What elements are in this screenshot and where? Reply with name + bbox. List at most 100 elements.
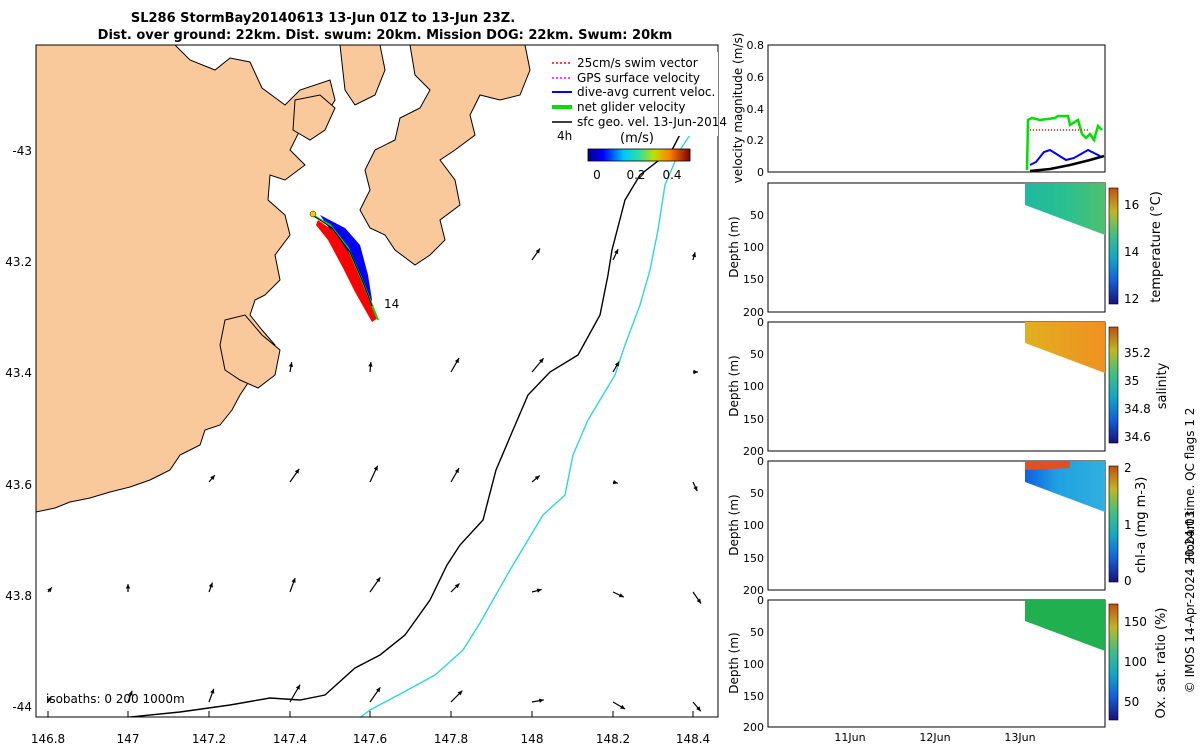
land-west bbox=[36, 45, 336, 513]
depth-tick: 50 bbox=[750, 348, 764, 361]
depth-tick: 200 bbox=[743, 721, 764, 734]
geo-vector-arrowhead bbox=[295, 684, 300, 690]
map-y-tick: 43.8 bbox=[5, 589, 32, 603]
depth-tick: 50 bbox=[750, 626, 764, 639]
isobath-1000 bbox=[359, 69, 718, 717]
geostrophic-vectors bbox=[46, 248, 702, 712]
geo-vector-arrowhead bbox=[535, 248, 540, 254]
scale-label: 4h bbox=[557, 129, 572, 143]
legend-gps-velocity: GPS surface velocity bbox=[577, 71, 700, 85]
temperature-section bbox=[1025, 183, 1105, 235]
depth-tick: 50 bbox=[750, 487, 764, 500]
map-y-tick: 43.4 bbox=[5, 366, 32, 380]
depth-tick: 0 bbox=[757, 316, 764, 329]
map-panel: 14 146.8 147 147.2 147.4 147.6 147.8 148… bbox=[5, 44, 727, 746]
velocity-y-tick: 0.8 bbox=[747, 39, 765, 52]
salinity-section bbox=[1025, 322, 1105, 373]
chla-colorbar bbox=[1108, 465, 1119, 583]
oxygen-cbar-label: Ox. sat. ratio (%) bbox=[1154, 608, 1169, 719]
oxygen-cbar-tick: 150 bbox=[1124, 615, 1147, 629]
qc-note: Hobart time. QC flags 1 2 bbox=[1183, 408, 1197, 561]
geo-vector-arrowhead bbox=[539, 358, 544, 364]
oxygen-colorbar bbox=[1108, 603, 1119, 721]
map-y-tick: 43.2 bbox=[5, 255, 32, 269]
depth-ylabel: Depth (m) bbox=[727, 355, 741, 416]
geo-vector-arrowhead bbox=[536, 588, 542, 593]
geo-vector-arrowhead bbox=[454, 358, 459, 364]
land-east-peninsula bbox=[359, 45, 531, 266]
salinity-cbar-tick: 34.8 bbox=[1124, 402, 1151, 416]
time-tick: 12Jun bbox=[919, 731, 950, 744]
geo-vector-arrowhead bbox=[294, 468, 300, 474]
map-y-tick: -44 bbox=[12, 700, 32, 714]
isobaths-label: isobaths: 0 200 1000m bbox=[46, 692, 185, 706]
depth-tick: 150 bbox=[743, 552, 764, 565]
depth-tick: 100 bbox=[743, 658, 764, 671]
geo-vector-arrowhead bbox=[612, 480, 618, 485]
oxygen-section bbox=[1025, 600, 1105, 651]
oxygen-cbar-tick: 50 bbox=[1124, 695, 1139, 709]
depth-ylabel: Depth (m) bbox=[727, 216, 741, 277]
depth-tick: 100 bbox=[743, 241, 764, 254]
geo-vector-arrowhead bbox=[376, 687, 381, 693]
chla-cbar-tick: 2 bbox=[1124, 461, 1132, 475]
depth-tick: 0 bbox=[757, 455, 764, 468]
map-legend: 25cm/s swim vector GPS surface velocity … bbox=[548, 52, 727, 136]
chla-surface-band bbox=[1025, 461, 1070, 470]
chla-panel: Depth (m) 0 50 100 150 200 2 1 0 chl-a (… bbox=[727, 455, 1149, 597]
depth-tick: 200 bbox=[743, 306, 764, 319]
geo-vector-arrowhead bbox=[46, 696, 51, 702]
land-south-peninsula bbox=[219, 314, 281, 389]
credit: © IMOS 14-Apr-2024 20:24:03 bbox=[1183, 511, 1197, 694]
legend-sfc-geo: sfc geo. vel. 13-Jun-2014 bbox=[577, 115, 727, 129]
geo-vector-arrowhead bbox=[210, 475, 215, 480]
title-line-2: Dist. over ground: 22km. Dist. swum: 20k… bbox=[98, 28, 673, 43]
depth-ylabel: Depth (m) bbox=[727, 494, 741, 555]
depth-tick: 150 bbox=[743, 690, 764, 703]
temperature-cbar-tick: 16 bbox=[1124, 198, 1139, 212]
chla-cbar-label: chl-a (mg m-3) bbox=[1134, 477, 1149, 574]
depth-tick: 100 bbox=[743, 380, 764, 393]
temperature-panel: Depth (m) 50 100 150 200 16 14 12 temper… bbox=[727, 182, 1164, 319]
geo-vector-arrowhead bbox=[614, 361, 619, 367]
temperature-colorbar bbox=[1108, 187, 1119, 305]
chla-cbar-tick: 1 bbox=[1124, 518, 1132, 532]
geo-vector-arrowhead bbox=[368, 362, 373, 367]
geo-vector-arrowhead bbox=[457, 690, 463, 696]
geo-vector-arrowhead bbox=[291, 577, 296, 583]
geo-vector-arrowhead bbox=[534, 475, 540, 481]
velocity-ylabel: velocity magnitude (m/s) bbox=[731, 33, 745, 184]
speed-colorbar bbox=[587, 148, 691, 162]
time-tick: 11Jun bbox=[834, 731, 865, 744]
salinity-cbar-label: salinity bbox=[1155, 362, 1170, 409]
map-y-tick: -43 bbox=[12, 144, 32, 158]
map-y-ticks: -43 43.2 43.4 43.6 43.8 -44 bbox=[5, 144, 32, 714]
colorbar-tick: 0 bbox=[593, 168, 601, 182]
geo-vector-arrowhead bbox=[539, 698, 544, 703]
chla-cbar-tick: 0 bbox=[1124, 574, 1132, 588]
depth-tick: 150 bbox=[743, 413, 764, 426]
map-x-tick: 146.8 bbox=[31, 732, 65, 746]
geo-vector-arrowhead bbox=[373, 465, 378, 471]
colorbar-tick: 0.2 bbox=[626, 168, 645, 182]
geo-vector-arrowhead bbox=[208, 582, 213, 588]
legend-dive-avg: dive-avg current veloc. bbox=[577, 85, 715, 99]
track-surface-line bbox=[313, 215, 373, 307]
legend-swim-vector: 25cm/s swim vector bbox=[577, 56, 698, 70]
temperature-cbar-tick: 12 bbox=[1124, 292, 1139, 306]
time-axis: 11Jun 12Jun 13Jun bbox=[834, 731, 1035, 744]
depth-tick: 200 bbox=[743, 445, 764, 458]
geo-vector-arrowhead bbox=[614, 249, 619, 255]
oxygen-panel: Depth (m) 0 50 100 150 200 150 100 50 Ox… bbox=[727, 594, 1169, 734]
map-y-tick: 43.6 bbox=[5, 478, 32, 492]
geo-vector-arrowhead bbox=[696, 598, 701, 604]
track-end-label: 14 bbox=[384, 297, 399, 311]
geo-vector-arrowhead bbox=[618, 593, 624, 598]
colorbar-tick: 0.4 bbox=[662, 168, 681, 182]
track-swim-vectors bbox=[316, 220, 378, 322]
colorbar-unit: (m/s) bbox=[620, 131, 654, 146]
oxygen-cbar-tick: 100 bbox=[1124, 655, 1147, 669]
chla-section bbox=[1025, 461, 1105, 512]
time-tick: 13Jun bbox=[1004, 731, 1035, 744]
geo-vector-arrowhead bbox=[691, 252, 696, 258]
